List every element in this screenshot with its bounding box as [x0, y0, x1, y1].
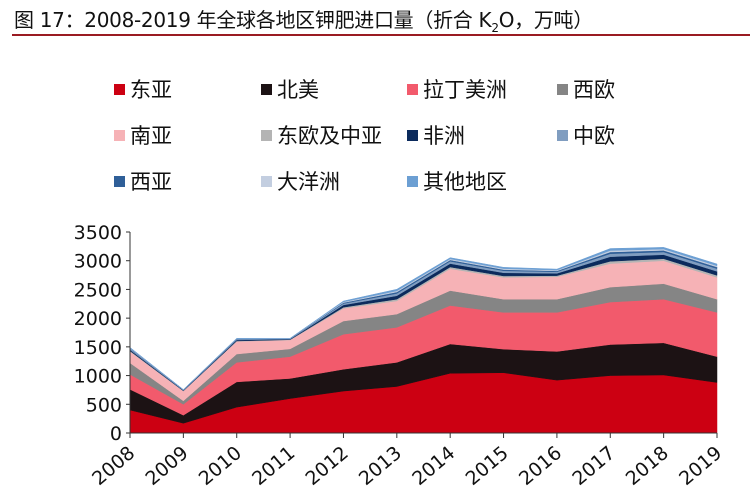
- legend-label: 中欧: [573, 124, 615, 148]
- legend-swatch: [114, 175, 125, 187]
- y-tick-label: 3500: [74, 222, 122, 244]
- legend-item: 南亚: [114, 120, 172, 150]
- x-tick-label: 2015: [462, 442, 513, 490]
- y-tick-label: 1500: [74, 337, 122, 359]
- x-tick-label: 2017: [568, 442, 619, 490]
- legend-swatch: [114, 129, 125, 141]
- x-tick-label: 2016: [515, 442, 566, 490]
- y-tick-label: 0: [110, 423, 122, 445]
- x-tick-label: 2012: [301, 442, 352, 490]
- x-tick-label: 2009: [141, 442, 192, 490]
- legend-item: 东亚: [114, 74, 172, 104]
- title-text: 图 17：2008-2019 年全球各地区钾肥进口量（折合 K: [14, 8, 492, 32]
- legend-swatch: [261, 83, 272, 95]
- x-tick-label: 2014: [408, 442, 459, 490]
- y-tick-label: 1000: [74, 366, 122, 388]
- legend-item: 东欧及中亚: [261, 120, 382, 150]
- legend-item: 其他地区: [407, 166, 507, 196]
- legend-swatch: [557, 129, 568, 141]
- legend-label: 西亚: [130, 170, 172, 194]
- legend-item: 大洋洲: [261, 166, 340, 196]
- x-tick-label: 2013: [355, 442, 406, 490]
- title-rule: [12, 34, 750, 36]
- legend-item: 拉丁美洲: [407, 74, 507, 104]
- legend-label: 大洋洲: [277, 170, 340, 194]
- legend-label: 东欧及中亚: [277, 124, 382, 148]
- x-tick-label: 2008: [88, 442, 139, 490]
- area-series-10: [129, 247, 718, 391]
- legend-label: 其他地区: [423, 170, 507, 194]
- y-tick-label: 3000: [74, 251, 122, 273]
- legend-swatch: [557, 83, 568, 95]
- y-tick-label: 500: [86, 394, 122, 416]
- legend-label: 西欧: [573, 78, 615, 102]
- x-tick-label: 2011: [248, 442, 299, 490]
- legend-label: 东亚: [130, 78, 172, 102]
- legend-label: 非洲: [423, 124, 465, 148]
- legend-label: 南亚: [130, 124, 172, 148]
- x-tick-label: 2019: [675, 442, 726, 490]
- legend-item: 西亚: [114, 166, 172, 196]
- y-tick-label: 2000: [74, 308, 122, 330]
- legend-swatch: [407, 175, 418, 187]
- legend-label: 北美: [277, 78, 319, 102]
- title-subscript: 2: [491, 21, 499, 35]
- legend-swatch: [261, 129, 272, 141]
- x-tick-label: 2018: [622, 442, 673, 490]
- legend-swatch: [407, 129, 418, 141]
- title-suffix: O，万吨）: [498, 8, 594, 32]
- x-tick-label: 2010: [195, 442, 246, 490]
- legend-swatch: [114, 83, 125, 95]
- legend-swatch: [261, 175, 272, 187]
- legend-item: 非洲: [407, 120, 465, 150]
- legend-item: 北美: [261, 74, 319, 104]
- chart-title: 图 17：2008-2019 年全球各地区钾肥进口量（折合 K2O，万吨）: [14, 4, 593, 35]
- legend-swatch: [407, 83, 418, 95]
- legend-item: 西欧: [557, 74, 615, 104]
- legend-item: 中欧: [557, 120, 615, 150]
- y-tick-label: 2500: [74, 279, 122, 301]
- legend-label: 拉丁美洲: [423, 78, 507, 102]
